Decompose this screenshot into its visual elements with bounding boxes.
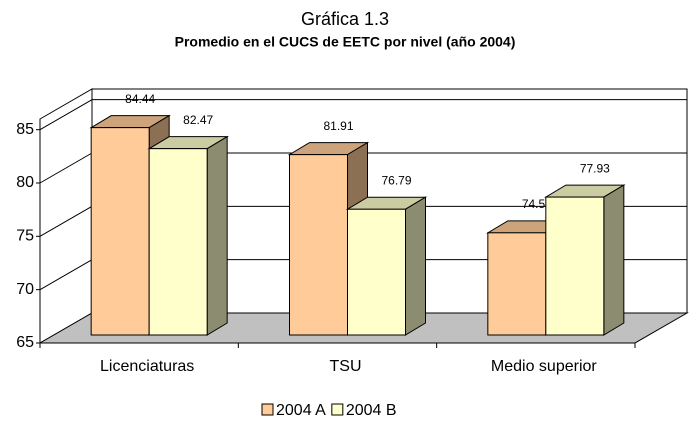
- y-tick-label: 85: [16, 121, 34, 138]
- bar: [545, 196, 605, 336]
- bar: [347, 208, 406, 336]
- x-tick-label: Medio superior: [491, 358, 598, 375]
- bar: [289, 154, 348, 336]
- bar-side: [206, 135, 228, 336]
- value-label: 82.47: [183, 113, 213, 127]
- grid-line: [39, 259, 93, 291]
- legend-swatch: [261, 403, 274, 416]
- bar-side: [603, 184, 625, 336]
- bar: [90, 127, 150, 336]
- y-tick-label: 65: [16, 334, 34, 351]
- y-tick-label: 75: [16, 228, 34, 245]
- legend-swatch: [331, 403, 344, 416]
- bar: [148, 148, 208, 336]
- value-label: 77.93: [580, 161, 610, 175]
- side-wall: [39, 88, 93, 344]
- bar-side: [405, 196, 426, 336]
- x-tick-label: TSU: [330, 358, 362, 375]
- bar: [487, 232, 547, 336]
- y-tick-label: 70: [16, 281, 34, 298]
- grid-line: [39, 99, 93, 131]
- value-label: 81.91: [323, 119, 353, 133]
- chart-subtitle: Promedio en el CUCS de EETC por nivel (a…: [175, 34, 516, 50]
- grid-line: [39, 205, 93, 237]
- value-label: 84.44: [125, 92, 155, 106]
- y-tick-label: 80: [16, 174, 34, 191]
- legend-label: 2004 B: [346, 402, 397, 419]
- legend-label: 2004 A: [276, 402, 326, 419]
- value-label: 76.79: [381, 173, 411, 187]
- chart-title: Gráfica 1.3: [301, 9, 389, 29]
- x-tick-label: Licenciaturas: [100, 358, 194, 375]
- grid-line: [39, 152, 93, 184]
- value-label: 74.58: [522, 197, 552, 211]
